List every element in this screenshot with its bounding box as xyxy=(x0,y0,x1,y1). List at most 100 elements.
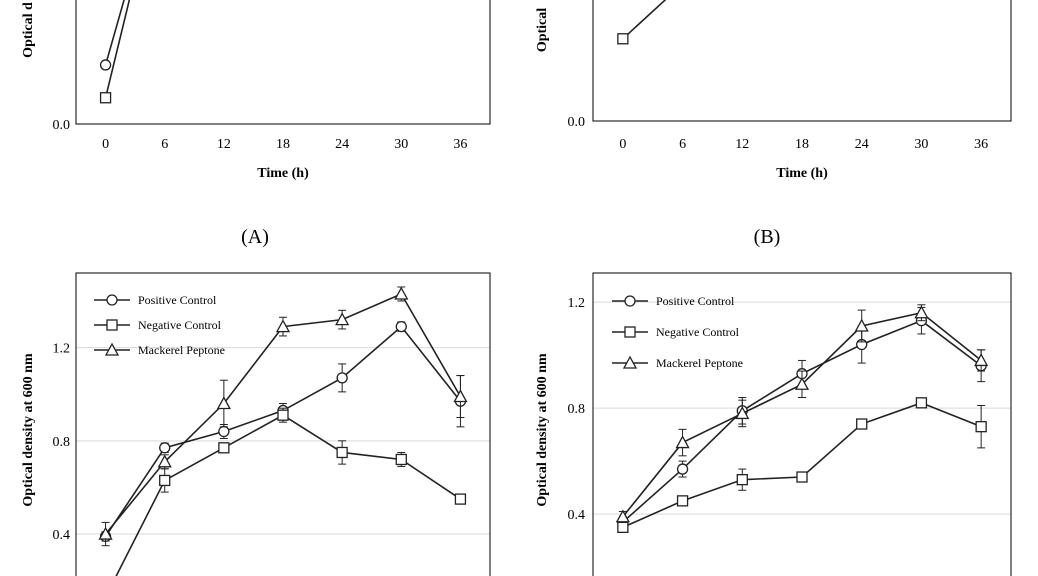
panel-a-x-tick-label: 12 xyxy=(217,137,231,152)
panel-d-series-mackerel-peptone-line xyxy=(622,311,982,518)
panel-d-series-mackerel-peptone-point xyxy=(735,406,750,420)
panel-c-series-negative-control-point xyxy=(336,446,348,459)
panel-label-a: (A) xyxy=(241,226,269,248)
panel-a-y-tick-label: 0.4 xyxy=(53,0,71,2)
panel-c-series-mackerel-peptone-point xyxy=(394,286,409,300)
panel-d-series-positive-control-point xyxy=(676,463,689,475)
panel-d-series-negative-control-point xyxy=(617,521,629,534)
panel-c-series-positive-control-point xyxy=(159,442,171,454)
panel-c-series-negative-control-point xyxy=(277,409,289,421)
panel-b-series-square-1-line xyxy=(622,0,667,40)
panel-a-x-axis-label: Time (h) xyxy=(257,166,309,181)
panel-c-series-group xyxy=(98,286,468,576)
panel-c-series-mackerel-peptone-point xyxy=(335,312,350,326)
panel-b-x-tick-label: 24 xyxy=(855,137,869,152)
panel-b-x-tick-label: 12 xyxy=(735,137,749,152)
panel-c-series-negative-control-line xyxy=(115,414,461,576)
panel-d-y-tick-label: 0.4 xyxy=(568,508,586,523)
panel-c: 0.4 0.8 1.2 Optical density at 600 nm Positi… xyxy=(21,272,491,576)
panel-d-plot-frame xyxy=(592,272,1012,576)
panel-d-series-mackerel-peptone-point xyxy=(854,318,869,332)
panel-c-series-mackerel-peptone-point xyxy=(216,396,231,410)
panel-a-y-axis-label: Optical d xyxy=(21,2,36,58)
panel-a-x-tick-label: 24 xyxy=(335,137,349,152)
panel-c-series-positive-control-point xyxy=(336,372,348,384)
panel-b: 0.00.4061218243036OpticalTime (h) xyxy=(535,0,1012,181)
panel-d-series-mackerel-peptone-point xyxy=(675,435,690,449)
panel-a-x-tick-label: 18 xyxy=(276,137,290,152)
panel-c-series-positive-control-point xyxy=(395,320,407,333)
panel-d-series-mackerel-peptone-point xyxy=(794,376,810,390)
panel-b-x-tick-label: 36 xyxy=(974,137,988,152)
panel-d-legend-marker xyxy=(624,326,636,338)
panel-b-y-axis-label: Optical xyxy=(535,8,550,52)
panel-d-legend-marker xyxy=(624,295,636,307)
panel-a-x-tick-label: 0 xyxy=(102,137,109,152)
panel-d-series-negative-control-point xyxy=(856,418,868,430)
panel-a-y-tick-label: 0.0 xyxy=(53,118,71,133)
panel-d-legend-label: Negative Control xyxy=(656,325,740,339)
panel-c-series-negative-control-point xyxy=(218,442,230,454)
panel-b-x-tick-label: 0 xyxy=(619,137,626,152)
panel-a-series-circle-0-line xyxy=(104,0,125,66)
panel-a-x-tick-label: 36 xyxy=(453,137,467,152)
panel-c-legend-marker xyxy=(106,319,118,331)
panel-c-legend-label: Negative Control xyxy=(138,318,222,332)
panel-d-series-mackerel-peptone-point xyxy=(914,305,929,319)
panel-b-series-square-1-point xyxy=(617,33,629,45)
panel-c-series-mackerel-peptone-point xyxy=(275,319,291,333)
panel-d-series-negative-control-point xyxy=(736,474,748,486)
panel-c-series-negative-control-point xyxy=(159,474,171,487)
panel-a-series-group xyxy=(99,0,131,104)
panel-d-series-negative-control-line xyxy=(622,401,982,529)
panel-c-y-tick-label: 0.4 xyxy=(53,528,71,543)
panel-a: 0.0 0.4 0 6 12 18 24 30 36 Optical d Time (h) xyxy=(21,0,491,181)
panel-a-series-circle-0-point xyxy=(99,59,112,71)
panel-d-series-negative-control-point xyxy=(676,495,689,507)
panel-c-legend-label: Mackerel Peptone xyxy=(138,343,225,357)
panel-a-x-tick-label: 6 xyxy=(161,137,168,152)
panel-d-series-negative-control-point xyxy=(796,471,808,483)
panel-c-series-positive-control-point xyxy=(218,425,230,438)
panel-d-series-negative-control-point xyxy=(915,397,928,409)
panel-b-x-tick-label: 30 xyxy=(914,137,928,152)
panel-c-legend-label: Positive Control xyxy=(138,293,217,307)
panel-c-y-axis-label: Optical density at 600 nm xyxy=(21,353,36,507)
panel-c-legend: Positive Control Negative Control Mackerel… xyxy=(94,293,225,357)
panel-d-legend: Positive Control Negative Control Mackerel… xyxy=(612,294,743,370)
panel-c-series-negative-control-point xyxy=(395,453,407,466)
panel-c-series-negative-control-point xyxy=(454,493,467,505)
panel-d-series-negative-control-point xyxy=(975,421,987,433)
panel-b-series-group xyxy=(617,0,667,45)
panel-label-b: (B) xyxy=(754,226,781,248)
panel-c-series-mackerel-peptone-point xyxy=(98,526,113,540)
panel-d-series-mackerel-peptone-point xyxy=(974,353,989,367)
panel-a-x-tick-label: 30 xyxy=(394,137,408,152)
panel-b-plot-frame xyxy=(592,0,1012,122)
panel-d-y-tick-label: 0.8 xyxy=(568,402,586,417)
panel-a-series-square-1-point xyxy=(99,92,112,104)
panel-c-plot-frame xyxy=(75,272,491,576)
panel-d-series-mackerel-peptone-point xyxy=(615,509,630,523)
panel-c-legend-marker xyxy=(104,342,120,356)
panel-c-series-positive-control-line xyxy=(104,325,462,537)
panel-c-y-tick-label: 1.2 xyxy=(53,342,71,357)
panel-b-x-axis-label: Time (h) xyxy=(776,166,828,181)
panel-d-y-axis-label: Optical density at 600 nm xyxy=(535,353,550,507)
panel-b-y-tick-label: 0.0 xyxy=(568,115,586,130)
panel-c-series-mackerel-peptone-point xyxy=(157,454,172,468)
panel-a-plot-frame xyxy=(75,0,491,125)
panel-d-y-tick-label: 1.2 xyxy=(568,296,586,311)
panel-c-y-tick-label: 0.8 xyxy=(53,435,71,450)
panel-d-series-positive-control-line xyxy=(622,319,982,523)
panel-d-series-group xyxy=(615,304,989,534)
panel-d-legend-marker xyxy=(622,355,638,369)
panel-a-series-square-1-line xyxy=(104,0,131,98)
panel-b-x-tick-label: 6 xyxy=(679,137,686,152)
panel-d-legend-label: Mackerel Peptone xyxy=(656,356,743,370)
panel-c-series-mackerel-peptone-point xyxy=(453,389,468,403)
panel-d-legend-label: Positive Control xyxy=(656,294,735,308)
panel-b-x-tick-label: 18 xyxy=(795,137,809,152)
panel-d: 0.4 0.8 1.2 Optical density at 600 nm Positi… xyxy=(535,272,1012,576)
